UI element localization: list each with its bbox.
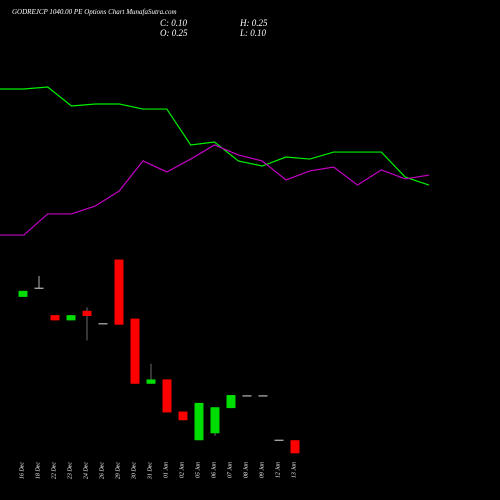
x-tick-label: 12 Jan <box>275 462 281 478</box>
x-tick-label: 31 Dec <box>147 462 153 480</box>
indicator-line <box>0 86 430 186</box>
x-tick-label: 01 Jan <box>163 462 169 478</box>
x-tick-label: 09 Jan <box>259 462 265 478</box>
candle-body <box>98 323 108 325</box>
x-tick-label: 08 Jan <box>243 462 249 478</box>
x-tick-label: 30 Dec <box>131 462 137 480</box>
candle-body <box>290 440 300 454</box>
x-tick-label: 05 Jan <box>195 462 201 478</box>
x-tick-label: 26 Dec <box>99 462 105 479</box>
x-tick-label: 24 Dec <box>82 462 89 479</box>
indicator-line <box>0 144 430 236</box>
candle-body <box>226 395 236 409</box>
x-tick-label: 07 Jan <box>227 462 233 478</box>
candle-body <box>194 402 204 441</box>
candle-body <box>162 379 172 413</box>
x-tick-label: 23 Dec <box>67 462 73 479</box>
x-tick-label: 13 Jan <box>291 462 297 478</box>
x-tick-label: 29 Dec <box>115 462 121 479</box>
x-tick-label: 16 Dec <box>19 462 25 479</box>
candle-body <box>274 439 284 441</box>
candle-body <box>18 290 28 297</box>
candle-body <box>130 318 140 384</box>
candle-body <box>114 259 124 325</box>
candle-body <box>34 287 44 289</box>
x-tick-label: 18 Dec <box>35 462 41 479</box>
x-tick-label: 02 Jan <box>179 462 185 478</box>
low-label: L: 0.10 <box>239 28 267 38</box>
candle-body <box>258 395 268 397</box>
x-tick-label: 22 Dec <box>51 462 57 479</box>
candle-body <box>66 315 76 321</box>
close-label: C: 0.10 <box>160 18 188 28</box>
candle-body <box>210 407 220 434</box>
high-label: H: 0.25 <box>239 18 268 28</box>
candle-body <box>178 411 188 421</box>
candle-body <box>146 379 156 384</box>
candle-body <box>82 310 92 317</box>
chart-title: GODREJCP 1040.00 PE Options Chart Munafa… <box>12 8 177 16</box>
candle-body <box>50 315 60 321</box>
x-tick-label: 06 Jan <box>211 462 217 478</box>
open-label: O: 0.25 <box>160 28 188 38</box>
candle-body <box>242 395 252 397</box>
